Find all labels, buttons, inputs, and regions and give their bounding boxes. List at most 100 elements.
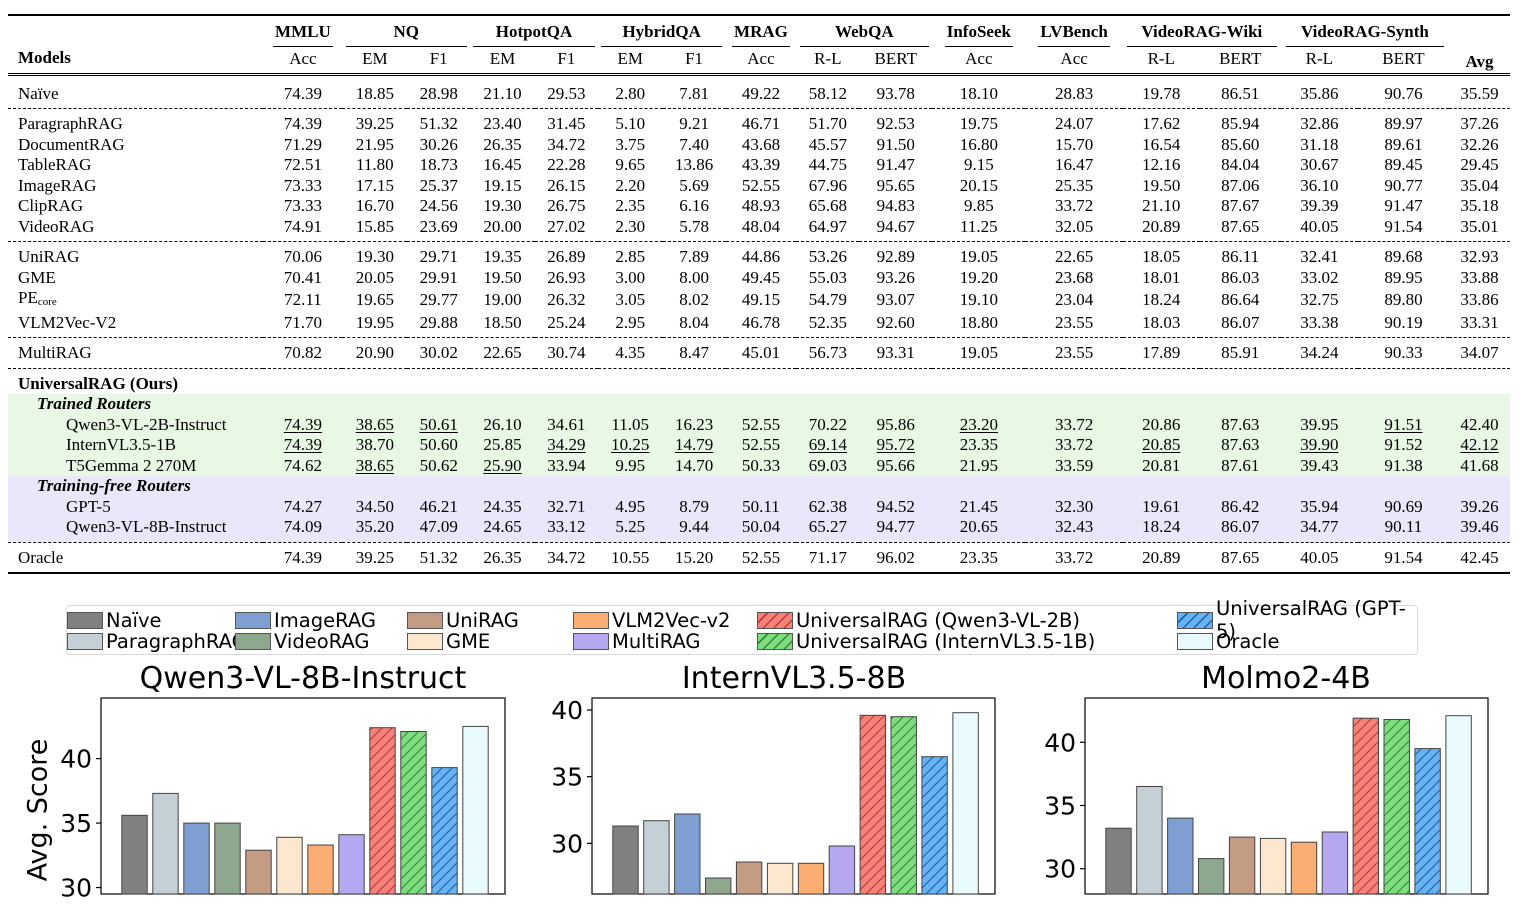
table-cell: 85.60 (1221, 134, 1260, 154)
table-cell: 70.82 (263, 337, 343, 369)
table-cell: 38.65 (342, 455, 408, 476)
table-cell: 35.59 (1449, 74, 1510, 109)
table-cell: 73.33 (283, 196, 323, 215)
table-cell: 23.68 (1054, 267, 1094, 287)
table-cell: 3.05 (615, 290, 646, 309)
table-cell: 91.54 (1357, 216, 1450, 242)
dataset-header-row: Models MMLU NQ HotpotQA HybridQA MRAG WebQA In… (8, 15, 1510, 71)
table-cell: 29.91 (419, 267, 458, 287)
table-cell: 8.04 (662, 312, 726, 338)
table-cell: 34.29 (534, 435, 598, 456)
table-cell: 9.95 (597, 455, 663, 476)
bar (1290, 841, 1318, 895)
table-cell: 73.33 (283, 175, 323, 195)
table-cell: 87.63 (1199, 435, 1281, 456)
table-cell: 15.85 (342, 216, 408, 242)
table-row: Oracle 74.39 39.25 51.32 26.35 34.72 10.55 15.2… (8, 542, 1510, 574)
table-cell: 93.07 (876, 290, 915, 309)
table-cell: 64.97 (796, 216, 860, 242)
table-cell: 70.22 (796, 414, 860, 435)
bar (245, 849, 272, 895)
table-cell: 65.27 (796, 517, 860, 543)
table-cell: 34.07 (1449, 337, 1510, 369)
bar (183, 822, 210, 895)
table-cell: 32.26 (1460, 134, 1499, 154)
table-cell: 86.11 (1221, 247, 1260, 266)
table-cell: 86.07 (1199, 312, 1281, 338)
legend-swatch (235, 632, 271, 650)
table-cell: 94.67 (859, 216, 933, 242)
table-cell: 89.68 (1384, 247, 1423, 266)
legend-item: VideoRAG (235, 630, 370, 653)
metric-header: Acc (289, 49, 317, 69)
table-row: DocumentRAG 71.29 21.95 30.26 26.35 34.72 3.75… (8, 135, 1510, 156)
bar (952, 712, 979, 895)
table-cell: 44.75 (808, 155, 847, 174)
table-cell: 49.22 (725, 74, 797, 109)
table-cell: 23.40 (483, 114, 522, 133)
bar (276, 836, 303, 895)
table-cell: 2.20 (615, 175, 646, 195)
table-cell: 48.04 (725, 216, 797, 242)
table-cell: 37.26 (1460, 114, 1499, 133)
table-cell: 19.10 (959, 290, 998, 309)
table-cell: 43.68 (741, 134, 781, 154)
table-cell: 25.85 (470, 435, 535, 456)
bar (828, 845, 856, 895)
table-cell: 19.65 (355, 290, 394, 309)
dataset-header: LVBench (1025, 15, 1122, 47)
table-cell: 33.02 (1300, 267, 1339, 287)
metric-header: BERT (1219, 49, 1262, 69)
table-cell: 40.05 (1280, 216, 1358, 242)
table-cell: 33.72 (1025, 414, 1123, 435)
model-name: TableRAG (18, 155, 92, 174)
table-cell: 74.27 (263, 496, 343, 517)
model-name: Qwen3-VL-2B-Instruct (8, 414, 264, 435)
table-cell: 16.54 (1142, 134, 1181, 154)
table-cell: 22.65 (470, 337, 535, 369)
table-cell: 16.47 (1054, 155, 1094, 174)
metric-header: F1 (429, 49, 448, 69)
table-cell: 95.66 (859, 455, 933, 476)
table-cell: 8.00 (679, 267, 709, 287)
table-cell: 33.12 (534, 517, 598, 543)
table-cell: 52.55 (741, 175, 781, 195)
y-tick-label: 35 (1044, 791, 1076, 820)
bar (1136, 786, 1163, 895)
metric-header: F1 (685, 49, 704, 69)
bar (735, 861, 763, 895)
metric-header: Acc (1060, 49, 1088, 69)
bar-chart: 30 35 40 Qwen3-VL-8B-Instruct (60, 661, 506, 903)
table-cell: 39.46 (1449, 517, 1510, 543)
table-cell: 30.74 (534, 337, 598, 369)
table-cell: 29.88 (407, 312, 471, 338)
legend-swatch (67, 632, 103, 650)
metric-header: BERT (874, 49, 917, 69)
table-cell: 23.55 (1025, 337, 1123, 369)
legend-label: UniversalRAG (Qwen3-VL-2B) (796, 608, 1081, 632)
bar (1167, 817, 1194, 895)
table-cell: 29.45 (1460, 155, 1499, 174)
table-cell: 33.72 (1054, 196, 1094, 215)
table-cell: 50.33 (725, 455, 797, 476)
plot-frame (1084, 697, 1489, 895)
model-name: VideoRAG (8, 216, 264, 242)
table-cell: 50.04 (725, 517, 797, 543)
bar (431, 767, 458, 895)
legend-item: Naïve (67, 609, 162, 632)
table-cell: 23.20 (932, 414, 1026, 435)
table-row: Qwen3-VL-2B-Instruct 74.39 38.65 50.61 26.10… (8, 414, 1510, 435)
table-cell: 11.25 (932, 216, 1026, 242)
table-cell: 33.94 (534, 455, 598, 476)
table-cell: 58.12 (796, 74, 860, 109)
table-cell: 71.70 (263, 312, 343, 338)
table-cell: 84.04 (1221, 155, 1260, 174)
table-cell: 4.35 (597, 337, 663, 369)
table-cell: 26.89 (547, 247, 586, 266)
table-row: MultiRAG 70.82 20.90 30.02 22.65 30.74 4.35 8.4… (8, 337, 1510, 369)
table-row: TableRAG 72.51 11.80 18.73 16.45 22.28 9.65 13.… (8, 155, 1510, 176)
table-cell: 87.67 (1221, 196, 1260, 215)
table-cell: 9.44 (662, 517, 726, 543)
table-cell: 32.93 (1460, 247, 1499, 266)
